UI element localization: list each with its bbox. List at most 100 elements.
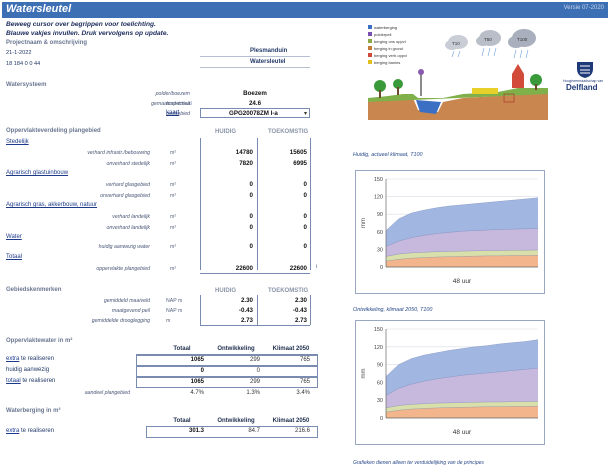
legend-label: waterberging: [374, 25, 398, 30]
cloud-icon: [508, 29, 536, 59]
aandeel-value: 1.3%: [246, 390, 260, 396]
toekomstig-input[interactable]: 0: [303, 181, 307, 188]
opp-water-col-ontwikkeling: Ontwikkeling: [217, 346, 255, 352]
group-totaal-link[interactable]: Totaal: [6, 254, 23, 260]
toekomstig-input[interactable]: -0.43: [292, 307, 307, 314]
huidig-value: 2.73: [240, 317, 253, 324]
row-label: te realiseren: [22, 378, 56, 384]
project-name-field[interactable]: Plesmanduin: [250, 48, 288, 54]
chart-caption-top: Huidig, actueel klimaat, T100: [353, 152, 423, 158]
huidig-input[interactable]: 0: [249, 192, 253, 199]
row-unit: m²: [170, 244, 177, 250]
y-axis-label: mm: [361, 369, 367, 379]
series-line-2: [385, 367, 539, 396]
row-label: verhard infrastr./bebouwing: [87, 150, 150, 156]
chart-caption-bottom: Ontwikkeling, klimaat 2050, T100: [353, 307, 433, 313]
row-label: gemiddelde drooglegging: [91, 318, 150, 324]
polder-value[interactable]: Boezem: [243, 90, 267, 97]
waterberging-col-ontwikkeling: Ontwikkeling: [217, 418, 255, 424]
huidig-input[interactable]: 0: [249, 243, 253, 250]
huidig-input[interactable]: 2.30: [240, 297, 253, 304]
tree-icon: [530, 74, 542, 86]
instruction-line-2: Blauwe vakjes invullen. Druk vervolgens …: [6, 30, 169, 37]
y-tick-label: 90: [377, 363, 383, 369]
opp-water-value: 1065: [190, 379, 204, 385]
chart-top: 0 30 60 90 120 150 mm 48 uur: [355, 170, 545, 294]
group-water-link[interactable]: Water: [6, 234, 22, 240]
waterberging-section-title: Waterberging in m³: [6, 408, 61, 414]
pump-icon: [420, 74, 422, 96]
opp-water-value: 765: [299, 357, 310, 363]
group-glastuinbouw-link[interactable]: Agrarisch glastuinbouw: [6, 170, 69, 176]
toekomstig-input[interactable]: 0: [303, 243, 307, 250]
row-label: gemiddeld maaiveld: [103, 298, 150, 304]
y-tick-label: 150: [374, 327, 383, 333]
series-line-2: [385, 228, 539, 247]
huidig-input[interactable]: 7820: [239, 160, 253, 167]
logo-line-1: Hoogheemraadschap van: [563, 79, 604, 83]
row-unit: m²: [170, 266, 177, 272]
waterberging-value: 301.3: [188, 428, 204, 434]
gemaalcapaciteit-value[interactable]: 24.6: [248, 100, 262, 107]
gebied-col-huidig: HUIDIG: [215, 288, 236, 294]
huidig-input[interactable]: -0.43: [238, 307, 253, 314]
illustration-legend: waterberging polderpeil berging ons oppv…: [368, 24, 407, 66]
toekomstig-input[interactable]: 0: [303, 224, 307, 231]
row-label: oppervlakte plangebied: [96, 266, 150, 272]
legend-swatch: [368, 60, 372, 64]
totaal-link[interactable]: totaal: [6, 378, 21, 384]
delfland-logo: Hoogheemraadschap van Delfland: [563, 60, 608, 92]
instruction-line-1: Beweeg cursor over begrippen voor toelic…: [6, 21, 156, 28]
huidig-input[interactable]: 14780: [235, 149, 253, 156]
gebied-section-title: Gebiedskenmerken: [6, 287, 62, 293]
toekomstig-input[interactable]: 0: [303, 192, 307, 199]
y-tick-label: 120: [374, 345, 383, 351]
group-stedelijk-link[interactable]: Stedelijk: [6, 139, 29, 145]
toekomstig-input[interactable]: 0: [303, 213, 307, 220]
y-tick-label: 0: [380, 265, 383, 271]
huidig-total: 22600: [235, 265, 253, 272]
toekomstig-input[interactable]: 6995: [293, 160, 307, 167]
huidig-input[interactable]: 0: [249, 224, 253, 231]
row-label: te realiseren: [21, 428, 55, 434]
project-date: 21-1-2022: [6, 50, 32, 56]
waterberging-value: 84.7: [248, 428, 260, 434]
opp-water-row: totaal te realiseren: [6, 378, 55, 384]
legend-label: berging verh.oppvl: [374, 53, 407, 58]
y-tick-label: 150: [374, 177, 383, 183]
legend-item: berging ons oppvl: [368, 38, 407, 45]
legend-item: berging verh.oppvl: [368, 52, 407, 59]
water-system-illustration: waterberging polderpeil berging ons oppv…: [368, 24, 548, 124]
oppervlakte-col-toekomstig: TOEKOMSTIG: [268, 129, 309, 135]
divider: [136, 354, 318, 355]
peilgebied-value: GPG20078ZM I-a: [229, 110, 278, 117]
huidig-input[interactable]: 0: [249, 213, 253, 220]
waterberging-value: 216.6: [294, 428, 310, 434]
peilgebied-select[interactable]: GPG20078ZM I-a ▾: [200, 108, 310, 118]
huidig-input[interactable]: 0: [249, 181, 253, 188]
legend-swatch: [368, 46, 372, 50]
kaart-link[interactable]: kaart: [166, 110, 180, 116]
series-line-1: [385, 401, 539, 409]
toekomstig-input[interactable]: 15605: [289, 149, 307, 156]
y-tick-label: 90: [377, 212, 383, 218]
shield-icon: [577, 62, 593, 78]
extra-link[interactable]: extra: [6, 428, 20, 434]
extra-link[interactable]: extra: [6, 356, 20, 362]
opp-water-value: 0: [256, 368, 260, 374]
row-label: onverhard stedelijk: [106, 161, 150, 167]
toekomstig-input[interactable]: 2.30: [294, 297, 307, 304]
legend-swatch: [368, 25, 372, 29]
group-agrarisch-link[interactable]: Agrarisch gras, akkerbouw, natuur: [6, 202, 98, 208]
waterberging-row: extra te realiseren: [6, 428, 54, 434]
peilgebied-label: peilgebied: [166, 111, 190, 117]
row-unit: m²: [170, 182, 177, 188]
legend-item: waterberging: [368, 24, 407, 31]
waterberging-col-klimaat: Klimaat 2050: [272, 418, 310, 424]
opp-water-value: 299: [249, 379, 260, 385]
project-tool-field[interactable]: Watersleutel: [250, 59, 286, 65]
info-marker[interactable]: i: [316, 264, 318, 270]
app-title: Watersleutel: [6, 3, 72, 15]
oppervlakte-col-huidig: HUIDIG: [215, 129, 236, 135]
chevron-down-icon[interactable]: ▾: [303, 111, 307, 117]
